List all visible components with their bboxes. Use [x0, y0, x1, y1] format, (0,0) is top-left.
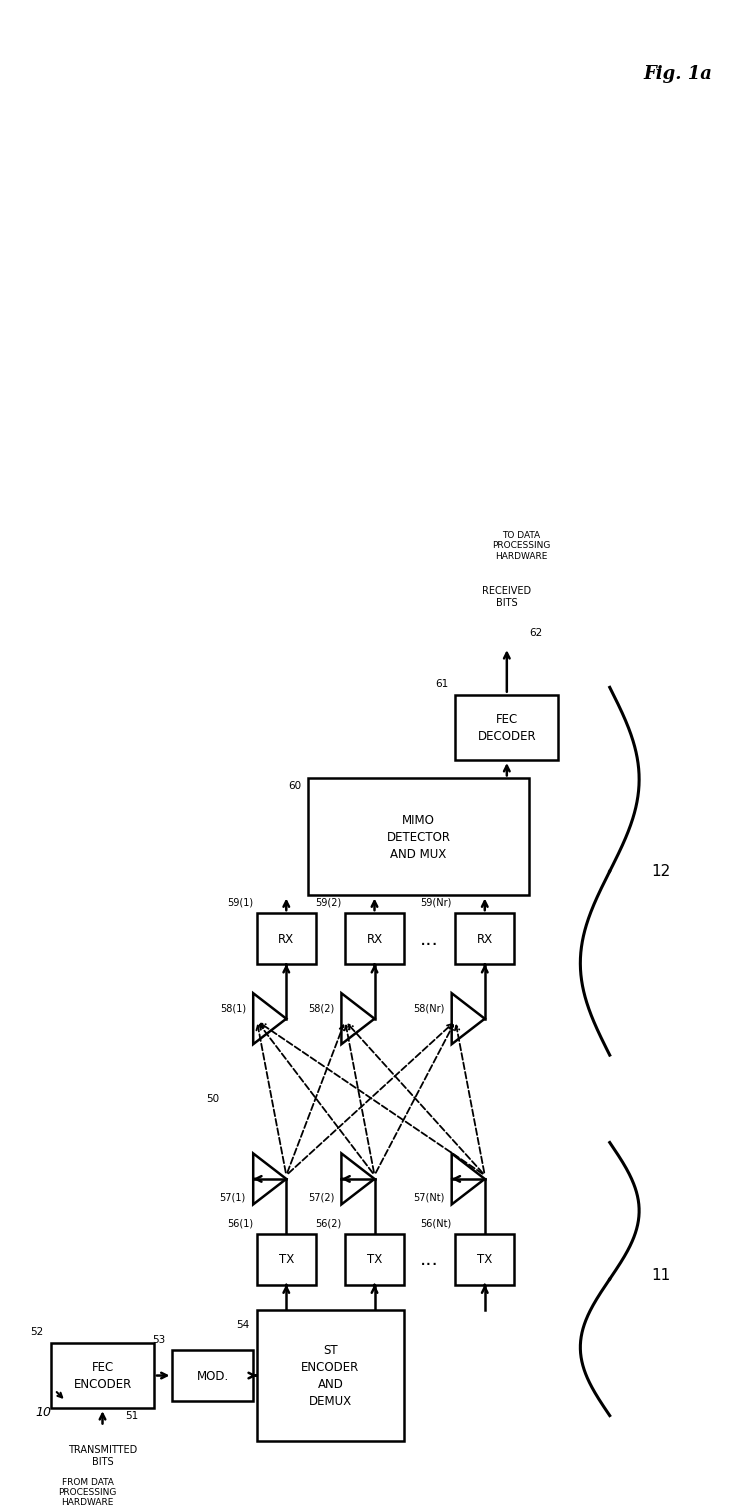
Text: MOD.: MOD.: [197, 1369, 229, 1381]
Text: 58(1): 58(1): [219, 1003, 246, 1013]
Text: 56(1): 56(1): [227, 1217, 253, 1228]
Text: ...: ...: [420, 1250, 439, 1268]
Text: 52: 52: [31, 1327, 43, 1338]
Text: 53: 53: [152, 1335, 165, 1344]
Bar: [345, 1234, 404, 1285]
Text: TX: TX: [477, 1253, 492, 1265]
Text: 51: 51: [125, 1410, 139, 1421]
Bar: [345, 914, 404, 964]
Text: RECEIVED
BITS: RECEIVED BITS: [482, 585, 531, 608]
Text: 61: 61: [434, 679, 448, 689]
Text: 11: 11: [652, 1268, 671, 1283]
Text: RX: RX: [476, 932, 493, 946]
Text: ...: ...: [420, 929, 439, 949]
Bar: [455, 1234, 514, 1285]
Bar: [309, 778, 529, 896]
Text: FROM DATA
PROCESSING
HARDWARE: FROM DATA PROCESSING HARDWARE: [58, 1478, 117, 1506]
Text: 57(Nt): 57(Nt): [413, 1193, 444, 1202]
Bar: [257, 1310, 404, 1442]
Text: FEC
ENCODER: FEC ENCODER: [73, 1360, 132, 1390]
Text: 57(2): 57(2): [308, 1193, 334, 1202]
Bar: [455, 695, 558, 760]
Text: 10: 10: [36, 1405, 52, 1419]
Text: MIMO
DETECTOR
AND MUX: MIMO DETECTOR AND MUX: [386, 813, 451, 861]
Bar: [257, 1234, 315, 1285]
Bar: [172, 1350, 253, 1401]
Text: TX: TX: [279, 1253, 294, 1265]
Text: 54: 54: [236, 1320, 249, 1330]
Text: 12: 12: [652, 864, 671, 879]
Text: TX: TX: [367, 1253, 382, 1265]
Text: RX: RX: [366, 932, 383, 946]
Text: 62: 62: [529, 627, 542, 638]
Text: 57(1): 57(1): [219, 1193, 246, 1202]
Text: 59(Nr): 59(Nr): [420, 897, 452, 908]
Text: Fig. 1a: Fig. 1a: [644, 65, 712, 83]
Text: TRANSMITTED
BITS: TRANSMITTED BITS: [68, 1445, 137, 1466]
Text: 59(1): 59(1): [227, 897, 253, 908]
Text: 58(Nr): 58(Nr): [413, 1003, 444, 1013]
Bar: [51, 1342, 154, 1408]
Text: ST
ENCODER
AND
DEMUX: ST ENCODER AND DEMUX: [301, 1344, 360, 1407]
Text: FEC
DECODER: FEC DECODER: [478, 713, 536, 742]
Text: 60: 60: [288, 781, 301, 790]
Text: 58(2): 58(2): [308, 1003, 334, 1013]
Text: RX: RX: [278, 932, 294, 946]
Text: 59(2): 59(2): [315, 897, 342, 908]
Bar: [455, 914, 514, 964]
Text: 56(2): 56(2): [315, 1217, 342, 1228]
Text: 50: 50: [206, 1093, 219, 1104]
Text: TO DATA
PROCESSING
HARDWARE: TO DATA PROCESSING HARDWARE: [492, 531, 551, 561]
Text: 56(Nt): 56(Nt): [420, 1217, 452, 1228]
Bar: [257, 914, 315, 964]
